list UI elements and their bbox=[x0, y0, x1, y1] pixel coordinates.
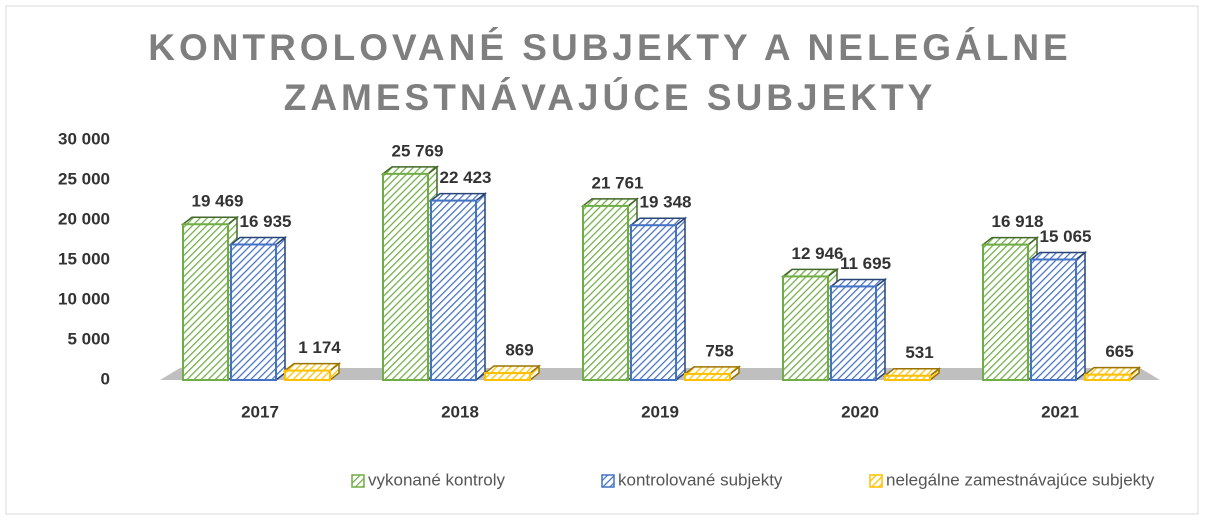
x-tick-label: 2018 bbox=[441, 402, 479, 421]
y-tick-label: 15 000 bbox=[58, 249, 110, 268]
legend-swatch bbox=[351, 474, 365, 488]
bar-top bbox=[228, 236, 288, 246]
data-label: 531 bbox=[905, 343, 933, 362]
y-tick-label: 25 000 bbox=[58, 169, 110, 188]
bar-top bbox=[428, 192, 488, 202]
y-tick-label: 30 000 bbox=[58, 129, 110, 148]
bar bbox=[1030, 258, 1077, 382]
data-label: 22 423 bbox=[440, 168, 492, 187]
legend-swatch bbox=[869, 474, 883, 488]
bar-top bbox=[282, 362, 342, 372]
data-label: 19 348 bbox=[640, 193, 692, 212]
x-tick-label: 2021 bbox=[1041, 402, 1079, 421]
data-label: 16 935 bbox=[240, 212, 292, 231]
bar-side bbox=[475, 192, 486, 382]
bar-side bbox=[1075, 250, 1086, 382]
bar-side bbox=[675, 216, 686, 382]
bar bbox=[782, 275, 829, 382]
bar-top bbox=[180, 216, 240, 225]
data-label: 15 065 bbox=[1040, 227, 1092, 246]
bar bbox=[582, 204, 629, 381]
bar bbox=[1084, 373, 1131, 381]
bar bbox=[182, 223, 229, 381]
data-label: 12 946 bbox=[792, 244, 844, 263]
bar bbox=[484, 372, 531, 382]
y-tick-label: 10 000 bbox=[58, 289, 110, 308]
bar-top bbox=[980, 236, 1040, 246]
data-label: 19 469 bbox=[192, 192, 244, 211]
data-label: 758 bbox=[705, 341, 733, 360]
bar bbox=[884, 374, 931, 382]
legend-label: kontrolované subjekty bbox=[618, 470, 783, 489]
bar bbox=[982, 243, 1029, 381]
bar bbox=[230, 243, 277, 381]
legend-label: vykonané kontroly bbox=[368, 470, 506, 489]
y-tick-label: 5 000 bbox=[67, 329, 110, 348]
bar-top bbox=[828, 278, 888, 288]
bar-top bbox=[580, 198, 640, 207]
data-label: 665 bbox=[1105, 342, 1133, 361]
data-label: 21 761 bbox=[592, 173, 644, 192]
data-label: 25 769 bbox=[392, 141, 444, 160]
bar-top bbox=[380, 166, 440, 175]
bar-top bbox=[882, 368, 942, 377]
data-label: 1 174 bbox=[298, 338, 341, 357]
y-tick-label: 20 000 bbox=[58, 209, 110, 228]
bar-top bbox=[780, 268, 840, 278]
legend-label: nelegálne zamestnávajúce subjekty bbox=[886, 470, 1155, 489]
bar-side bbox=[275, 235, 286, 382]
chart-title: KONTROLOVANÉ SUBJEKTY A NELEGÁLNE bbox=[148, 27, 1071, 68]
bar-top bbox=[1028, 251, 1088, 261]
bar-top bbox=[682, 366, 742, 375]
bar-top bbox=[628, 217, 688, 226]
x-tick-label: 2020 bbox=[841, 402, 879, 421]
bar-top bbox=[482, 365, 542, 374]
x-tick-label: 2017 bbox=[241, 402, 279, 421]
bar bbox=[284, 369, 331, 382]
bar bbox=[830, 285, 877, 381]
bar-top bbox=[1082, 366, 1142, 376]
bar bbox=[430, 199, 477, 381]
y-tick-label: 0 bbox=[101, 369, 110, 388]
data-label: 11 695 bbox=[840, 254, 891, 273]
chart-title: ZAMESTNÁVAJÚCE SUBJEKTY bbox=[284, 76, 937, 118]
bar bbox=[382, 172, 429, 381]
bar bbox=[684, 372, 731, 382]
data-label: 869 bbox=[505, 341, 533, 360]
bar bbox=[630, 224, 677, 381]
legend-swatch bbox=[601, 474, 615, 488]
x-tick-label: 2019 bbox=[641, 402, 679, 421]
bar-side bbox=[875, 277, 886, 382]
data-label: 16 918 bbox=[992, 212, 1044, 231]
